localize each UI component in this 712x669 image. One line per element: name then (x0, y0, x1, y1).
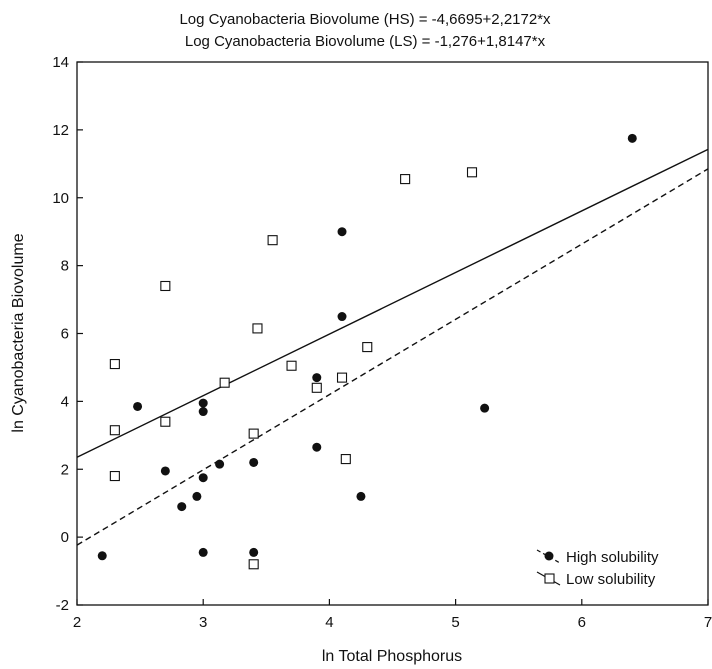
x-tick-label: 3 (199, 614, 207, 631)
high-solubility-point (198, 547, 208, 557)
y-tick-label: 14 (52, 54, 69, 71)
low-solubility-point (109, 470, 120, 482)
high-solubility-point (337, 227, 347, 237)
low-solubility-point (160, 416, 171, 427)
high-solubility-point (312, 442, 322, 452)
y-tick-label: -2 (56, 597, 69, 614)
high-solubility-fit-line (76, 168, 709, 546)
chart-title-line-2: Log Cyanobacteria Biovolume (LS) = -1,27… (185, 33, 546, 50)
legend-label: High solubility (566, 549, 659, 566)
high-solubility-point (337, 312, 347, 322)
low-solubility-point (160, 280, 171, 292)
y-tick-label: 4 (61, 393, 69, 410)
x-tick-label: 7 (704, 614, 712, 631)
high-solubility-point (133, 401, 143, 411)
x-axis: 2 3 4 5 6 7 (73, 599, 712, 631)
low-solubility-point (466, 167, 478, 178)
x-tick-label: 5 (451, 614, 459, 631)
low-solubility-point (248, 559, 259, 570)
low-solubility-point (311, 382, 322, 393)
high-solubility-point (627, 133, 637, 143)
high-solubility-point (198, 398, 208, 408)
low-solubility-point (286, 360, 297, 371)
low-solubility-point (336, 372, 348, 383)
legend: High solubility Low solubility (536, 549, 659, 588)
high-solubility-point (312, 373, 322, 383)
data-points (97, 133, 637, 570)
x-tick-label: 6 (578, 614, 586, 631)
chart-title: Log Cyanobacteria Biovolume (HS) = -4,66… (179, 11, 551, 50)
low-solubility-point (340, 454, 351, 465)
y-axis-label: ln Cyanobacteria Biovolume (10, 233, 27, 432)
y-tick-label: 10 (52, 190, 69, 207)
high-solubility-point (480, 403, 490, 413)
legend-label: Low solubility (566, 571, 656, 588)
high-solubility-point (249, 457, 259, 467)
high-solubility-point (97, 551, 107, 561)
low-solubility-point (219, 377, 230, 388)
low-solubility-fit-line (76, 148, 709, 458)
high-solubility-point (249, 547, 259, 557)
high-solubility-point (192, 491, 202, 501)
y-axis: -2 0 2 4 6 8 10 12 14 (52, 54, 83, 614)
y-tick-label: 6 (61, 326, 69, 343)
low-solubility-point (362, 342, 373, 353)
legend-marker-square (544, 573, 555, 584)
low-solubility-point (267, 235, 278, 246)
y-tick-label: 12 (52, 122, 69, 139)
low-solubility-point (252, 323, 263, 334)
x-tick-label: 4 (325, 614, 333, 631)
high-solubility-point (198, 473, 208, 483)
legend-line-sample (536, 549, 561, 564)
y-tick-label: 0 (61, 529, 69, 546)
y-tick-label: 2 (61, 461, 69, 478)
chart-title-line-1: Log Cyanobacteria Biovolume (HS) = -4,66… (179, 11, 551, 28)
low-solubility-point (109, 425, 120, 436)
low-solubility-point (248, 428, 259, 439)
low-solubility-point (400, 174, 411, 185)
high-solubility-point (356, 491, 366, 501)
regression-lines (76, 148, 709, 546)
low-solubility-point (109, 358, 120, 370)
high-solubility-point (215, 459, 225, 469)
high-solubility-point (177, 502, 187, 512)
x-tick-label: 2 (73, 614, 81, 631)
x-axis-label: ln Total Phosphorus (322, 648, 462, 665)
high-solubility-point (198, 407, 208, 417)
plot-frame (76, 61, 709, 606)
y-tick-label: 8 (61, 258, 69, 275)
high-solubility-point (160, 466, 170, 476)
legend-marker-circle (544, 551, 554, 561)
